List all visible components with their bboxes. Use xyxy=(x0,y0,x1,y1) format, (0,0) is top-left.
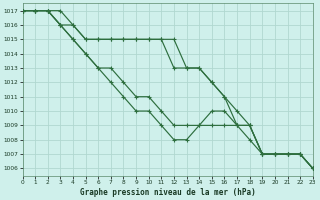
X-axis label: Graphe pression niveau de la mer (hPa): Graphe pression niveau de la mer (hPa) xyxy=(80,188,256,197)
